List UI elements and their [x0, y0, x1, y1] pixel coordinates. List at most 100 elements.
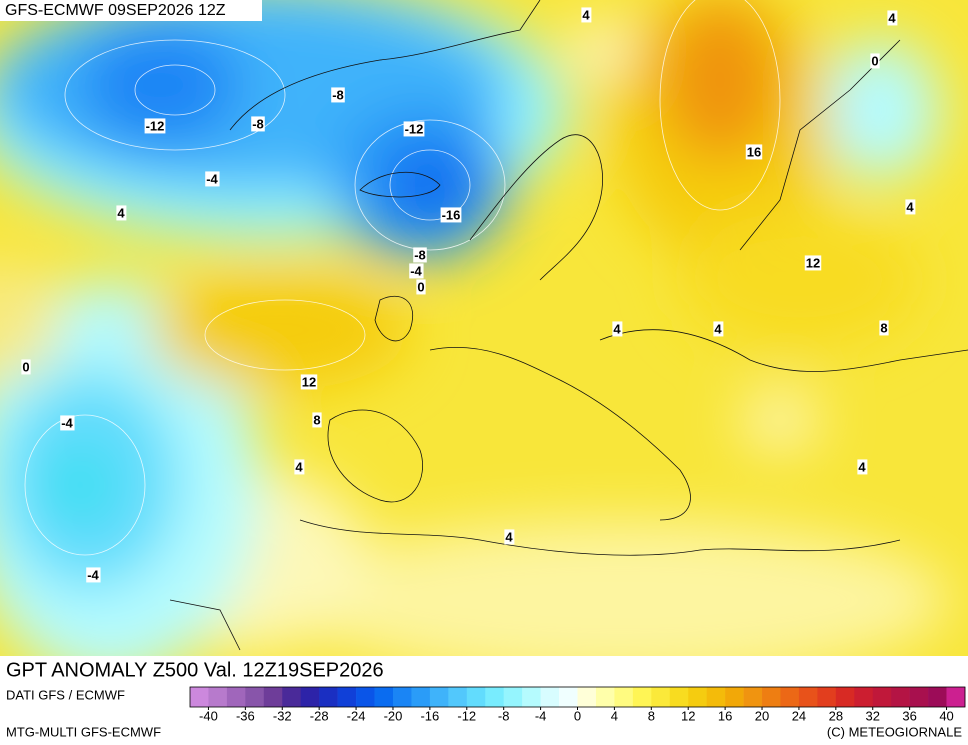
colorbar-cell: [374, 687, 394, 707]
colorbar-cell: [503, 687, 523, 707]
contour-label-bg: [205, 171, 220, 187]
colorbar-tick-label: -24: [347, 708, 366, 723]
colorbar-tick-label: -12: [457, 708, 476, 723]
contour-label-bg: [86, 567, 101, 583]
colorbar-tick-label: 0: [574, 708, 581, 723]
colorbar-tick-label: -4: [535, 708, 547, 723]
contour-label-bg: [745, 144, 763, 160]
colorbar-cell: [725, 687, 744, 707]
colorbar-cell: [522, 687, 541, 707]
colorbar-tick-label: -28: [310, 708, 329, 723]
colorbar-cell: [946, 687, 966, 707]
contour-label: 0: [417, 279, 424, 294]
colorbar: -40 -36 -32 -28 -24 -20 -16 -12 -8 -4 0 4 8 12 16 20 24 2…: [189, 686, 966, 723]
colorbar-cell: [559, 687, 578, 707]
contour-label: 12: [302, 374, 316, 389]
colorbar-cell: [356, 687, 375, 707]
contour-label: -8: [414, 247, 426, 262]
colorbar-cell: [835, 687, 855, 707]
colorbar-cell: [780, 687, 800, 707]
colorbar-cell: [688, 687, 707, 707]
contour-label: -4: [87, 567, 99, 582]
colorbar-tick-label: -40: [199, 708, 218, 723]
colorbar-cell: [190, 687, 209, 707]
colorbar-cell: [743, 687, 763, 707]
contour-label: -4: [410, 263, 422, 278]
colorbar-tick-label: 24: [792, 708, 806, 723]
copyright-text: (C) METEOGIORNALE: [827, 724, 962, 739]
colorbar-cell: [669, 687, 689, 707]
header-box: [0, 0, 262, 21]
contour-label-bg: [612, 321, 623, 337]
contour-label-bg: [804, 255, 822, 271]
colorbar-cell: [337, 687, 357, 707]
contour-label-bg: [440, 207, 462, 223]
contour-label: 4: [505, 529, 513, 544]
colorbar-cell: [429, 687, 449, 707]
source-text: DATI GFS / ECMWF: [6, 687, 125, 702]
contour-label-bg: [116, 205, 127, 221]
contour-label: -4: [206, 171, 218, 186]
colorbar-cell: [263, 687, 283, 707]
model-text: MTG-MULTI GFS-ECMWF: [6, 724, 161, 739]
contour-label: -8: [332, 87, 344, 102]
colorbar-cell: [928, 687, 947, 707]
colorbar-cell: [282, 687, 302, 707]
contour-label: -8: [252, 116, 264, 131]
colorbar-tick-label: 36: [902, 708, 916, 723]
colorbar-cell: [614, 687, 634, 707]
colorbar-tick-label: -32: [273, 708, 292, 723]
contour-label-bg: [870, 53, 880, 69]
colorbar-tick-label: 4: [611, 708, 618, 723]
colorbar-cell: [798, 687, 818, 707]
contour-label: -12: [146, 118, 165, 133]
colorbar-cell: [651, 687, 671, 707]
contour-label: 8: [313, 412, 320, 427]
colorbar-tick-label: 12: [681, 708, 695, 723]
contour-label: 8: [880, 320, 887, 335]
colorbar-cell: [854, 687, 874, 707]
contour-label-bg: [905, 199, 916, 215]
colorbar-cell: [577, 687, 597, 707]
colorbar-tick-label: 32: [866, 708, 880, 723]
contour-label-bg: [879, 320, 889, 336]
colorbar-cell: [448, 687, 468, 707]
contour-label-bg: [409, 263, 424, 279]
contour-label-bg: [887, 10, 898, 26]
contour-label: 4: [906, 199, 914, 214]
footer-title: GPT ANOMALY Z500 Val. 12Z19SEP2026: [6, 659, 384, 681]
contour-label-bg: [294, 459, 305, 475]
colorbar-tick-label: 28: [829, 708, 843, 723]
contour-label-bg: [413, 247, 427, 263]
contour-label: 16: [747, 144, 761, 159]
colorbar-cell: [392, 687, 412, 707]
contour-label-bg: [504, 529, 515, 545]
colorbar-cell: [817, 687, 837, 707]
contour-label: 0: [22, 359, 29, 374]
contour-label-bg: [331, 87, 345, 103]
colorbar-cell: [540, 687, 560, 707]
contour-label-bg: [403, 121, 425, 137]
contour-label-bg: [300, 374, 318, 390]
map-field: [0, 0, 968, 656]
contour-label: 4: [613, 321, 621, 336]
contour-label: 4: [582, 7, 590, 22]
contour-label: -4: [61, 415, 73, 430]
colorbar-tick-label: -20: [384, 708, 403, 723]
colorbar-cell: [245, 687, 265, 707]
colorbar-cell: [466, 687, 486, 707]
colorbar-cell: [300, 687, 320, 707]
colorbar-cell: [411, 687, 431, 707]
contour-label: 4: [888, 10, 896, 25]
colorbar-tick-label: -16: [420, 708, 439, 723]
contour-label-bg: [713, 321, 724, 337]
contour-label-bg: [581, 7, 592, 23]
colorbar-cell: [208, 687, 228, 707]
contour-label-bg: [251, 116, 265, 132]
header-title: GFS-ECMWF 09SEP2026 12Z: [5, 2, 226, 19]
contour-label: 4: [295, 459, 303, 474]
colorbar-tick-label: 8: [648, 708, 655, 723]
colorbar-tick-label: 40: [939, 708, 953, 723]
